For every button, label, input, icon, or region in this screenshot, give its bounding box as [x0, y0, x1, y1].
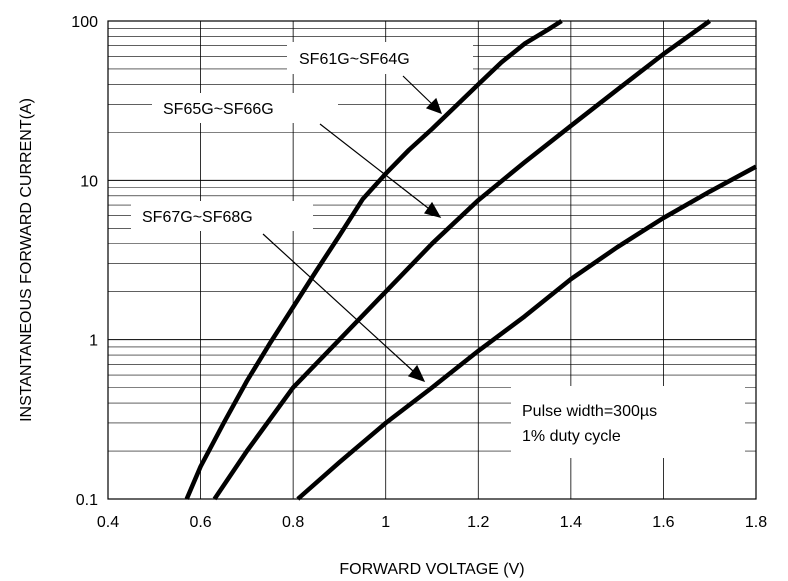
- x-tick-label: 1.8: [745, 514, 767, 531]
- arrowhead-sf61: [425, 97, 442, 114]
- arrowhead-sf65: [424, 201, 442, 218]
- label-box-sf67: [131, 201, 313, 231]
- x-axis-label: FORWARD VOLTAGE (V): [339, 561, 524, 578]
- note-box: [511, 386, 745, 458]
- series-label-sf61: SF61G~SF64G: [299, 51, 410, 68]
- y-tick-label: 100: [71, 14, 98, 31]
- note-line-2: 1% duty cycle: [522, 428, 621, 445]
- series-label-sf65: SF65G~SF66G: [163, 101, 274, 118]
- x-tick-label: 1.2: [467, 514, 489, 531]
- arrow-sf61: [402, 75, 433, 105]
- x-tick-label: 0.6: [189, 514, 211, 531]
- arrow-sf65: [319, 123, 429, 209]
- x-tick-label: 1.6: [652, 514, 674, 531]
- plot-frame: [107, 20, 757, 500]
- label-box-sf61: [287, 42, 473, 74]
- note-line-1: Pulse width=300µs: [522, 403, 657, 420]
- y-tick-label: 0.1: [76, 492, 98, 509]
- y-axis-label: INSTANTANEOUS FORWARD CURRENT(A): [18, 98, 35, 422]
- x-tick-label: 0.8: [282, 514, 304, 531]
- y-tick-label: 1: [89, 333, 98, 350]
- series-label-sf67: SF67G~SF68G: [142, 209, 253, 226]
- arrow-sf67: [262, 233, 414, 372]
- arrowhead-sf67: [407, 364, 426, 383]
- tick-labels: 0.4 0.6 0.8 1 1.2 1.4 1.6 1.8 0.1 1 10 100: [71, 14, 767, 531]
- x-tick-label: 0.4: [97, 514, 119, 531]
- series-line-3: [296, 164, 758, 501]
- series-layer: [184, 19, 758, 501]
- y-tick-label: 10: [80, 173, 98, 190]
- series-line-2: [212, 19, 712, 501]
- x-tick-label: 1.4: [560, 514, 582, 531]
- x-tick-label: 1: [381, 514, 390, 531]
- annotation-arrows: [262, 75, 442, 383]
- label-box-sf65: [152, 93, 338, 123]
- series-line-1: [184, 19, 563, 500]
